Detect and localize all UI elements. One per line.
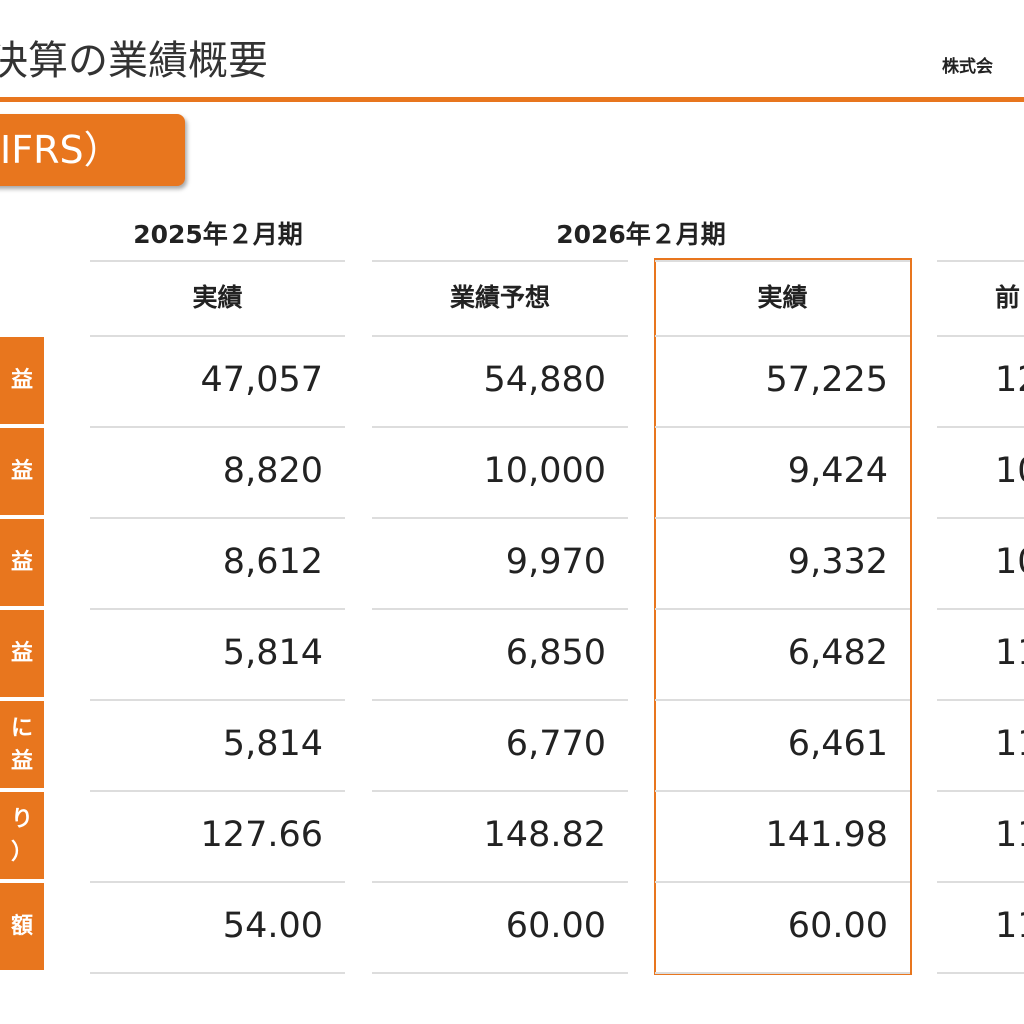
grid-line [90, 517, 345, 519]
grid-line [655, 881, 910, 883]
grid-line [372, 335, 628, 337]
company: 株式会 [942, 57, 993, 77]
column-group: 2025年２月期 [133, 220, 303, 249]
grid-line [937, 335, 1024, 337]
table-cell: 9,424 [787, 451, 888, 491]
grid-line [90, 335, 345, 337]
table-cell: 9,970 [505, 542, 606, 582]
header-rule [0, 97, 1024, 102]
grid-line [372, 881, 628, 883]
grid-line [937, 881, 1024, 883]
table-cell: 9,332 [787, 542, 888, 582]
column-header: 業績予想 [449, 283, 550, 312]
table-cell: 148.82 [483, 815, 606, 855]
table-cell: 10 [995, 542, 1024, 582]
grid-line [937, 608, 1024, 610]
grid-line [372, 426, 628, 428]
grid-line [937, 260, 1024, 262]
grid-line [90, 881, 345, 883]
grid-line [372, 517, 628, 519]
column-header: 実績 [757, 283, 808, 312]
row-label: り ） [0, 792, 44, 879]
title: 決算の業績概要 [0, 38, 268, 84]
table-cell: 11 [995, 724, 1024, 764]
column-header: 実績 [192, 283, 243, 312]
grid-line [90, 699, 345, 701]
table-cell: 60.00 [787, 906, 888, 946]
table-cell: 54,880 [483, 360, 606, 400]
grid-line [655, 972, 910, 974]
grid-line [655, 426, 910, 428]
row-label: 額 [0, 883, 44, 970]
table-cell: 127.66 [200, 815, 323, 855]
row-label: 益 [0, 519, 44, 606]
grid-line [937, 790, 1024, 792]
table-cell: 5,814 [222, 724, 323, 764]
grid-line [655, 699, 910, 701]
table-cell: 11 [995, 815, 1024, 855]
grid-line [937, 517, 1024, 519]
table-cell: 47,057 [200, 360, 323, 400]
table-cell: 6,482 [787, 633, 888, 673]
grid-line [90, 426, 345, 428]
table-cell: 11 [995, 906, 1024, 946]
grid-line [90, 972, 345, 974]
grid-line [655, 608, 910, 610]
column-group: 2026年２月期 [556, 220, 726, 249]
table-cell: 5,814 [222, 633, 323, 673]
table-cell: 6,850 [505, 633, 606, 673]
row-label: 益 [0, 337, 44, 424]
grid-line [372, 790, 628, 792]
table-cell: 8,612 [222, 542, 323, 582]
grid-line [372, 972, 628, 974]
grid-line [90, 608, 345, 610]
grid-line [937, 699, 1024, 701]
grid-line [90, 790, 345, 792]
table-cell: 141.98 [765, 815, 888, 855]
section-tab: IFRS） [0, 114, 185, 186]
table-cell: 60.00 [505, 906, 606, 946]
grid-line [372, 260, 628, 262]
grid-line [655, 517, 910, 519]
table-cell: 11 [995, 633, 1024, 673]
table-cell: 57,225 [765, 360, 888, 400]
table-cell: 10 [995, 451, 1024, 491]
table-cell: 6,461 [787, 724, 888, 764]
grid-line [937, 972, 1024, 974]
grid-line [937, 426, 1024, 428]
table-cell: 10,000 [483, 451, 606, 491]
highlight-frame [654, 258, 912, 975]
table-cell: 54.00 [222, 906, 323, 946]
grid-line [372, 608, 628, 610]
table-cell: 6,770 [505, 724, 606, 764]
row-label: 益 [0, 610, 44, 697]
grid-line [655, 335, 910, 337]
column-header: 前 [995, 283, 1021, 312]
grid-line [90, 260, 345, 262]
grid-line [372, 699, 628, 701]
row-label: に 益 [0, 701, 44, 788]
table-cell: 8,820 [222, 451, 323, 491]
row-label: 益 [0, 428, 44, 515]
grid-line [655, 260, 910, 262]
grid-line [655, 790, 910, 792]
table-cell: 12 [995, 360, 1024, 400]
